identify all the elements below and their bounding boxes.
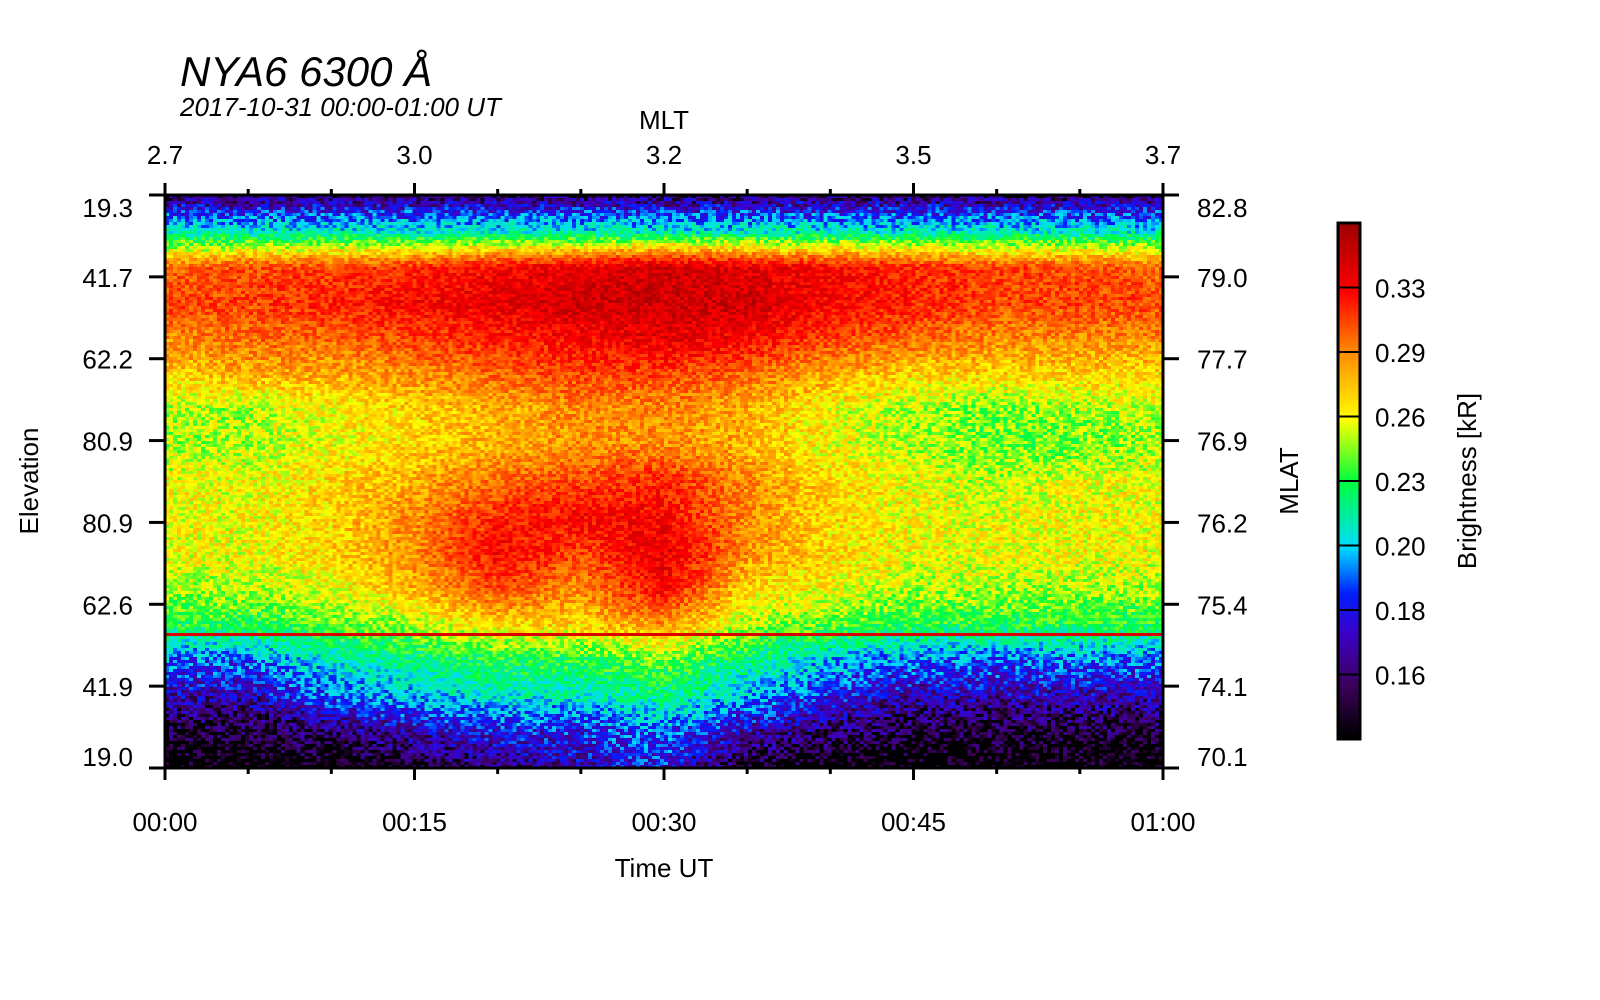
right-tick-label: 76.2 [1197,508,1248,538]
top-tick-label: 3.7 [1145,140,1181,170]
y-tick-label: 41.7 [82,263,133,293]
y-tick-label: 62.6 [82,590,133,620]
right-tick-label: 79.0 [1197,263,1248,293]
top-axis-label: MLT [639,105,689,135]
y-tick-label: 19.3 [82,193,133,223]
x-tick-label: 01:00 [1130,807,1195,837]
colorbar-tick-label: 0.18 [1375,596,1426,626]
chart-subtitle: 2017-10-31 00:00-01:00 UT [179,92,503,122]
colorbar-tick-label: 0.33 [1375,274,1426,304]
chart-title: NYA6 6300 Å [180,48,432,95]
y-tick-label: 41.9 [82,672,133,702]
colorbar-tick-label: 0.16 [1375,661,1426,691]
y-tick-label: 62.2 [82,345,133,375]
right-tick-label: 76.9 [1197,427,1248,457]
y-tick-label: 80.9 [82,508,133,538]
x-tick-label: 00:45 [881,807,946,837]
right-tick-label: 75.4 [1197,590,1248,620]
plot-frame [163,193,1165,770]
y-tick-label: 19.0 [82,742,133,772]
colorbar-label: Brightness [kR] [1452,393,1482,569]
y-tick-label: 80.9 [82,427,133,457]
heatmap-image [165,195,1163,768]
x-tick-label: 00:30 [631,807,696,837]
right-tick-label: 77.7 [1197,345,1248,375]
right-axis-label: MLAT [1274,447,1304,515]
top-tick-label: 3.5 [895,140,931,170]
right-tick-label: 82.8 [1197,193,1248,223]
colorbar-tick-label: 0.20 [1375,532,1426,562]
x-axis-label: Time UT [615,853,714,883]
right-tick-label: 74.1 [1197,672,1248,702]
top-tick-label: 2.7 [147,140,183,170]
colorbar-tick-label: 0.29 [1375,338,1426,368]
right-tick-label: 70.1 [1197,742,1248,772]
x-tick-label: 00:15 [382,807,447,837]
top-tick-label: 3.2 [646,140,682,170]
colorbar-tick-label: 0.23 [1375,467,1426,497]
x-tick-label: 00:00 [132,807,197,837]
top-tick-label: 3.0 [396,140,432,170]
colorbar-tick-label: 0.26 [1375,403,1426,433]
y-axis-label: Elevation [14,428,44,535]
